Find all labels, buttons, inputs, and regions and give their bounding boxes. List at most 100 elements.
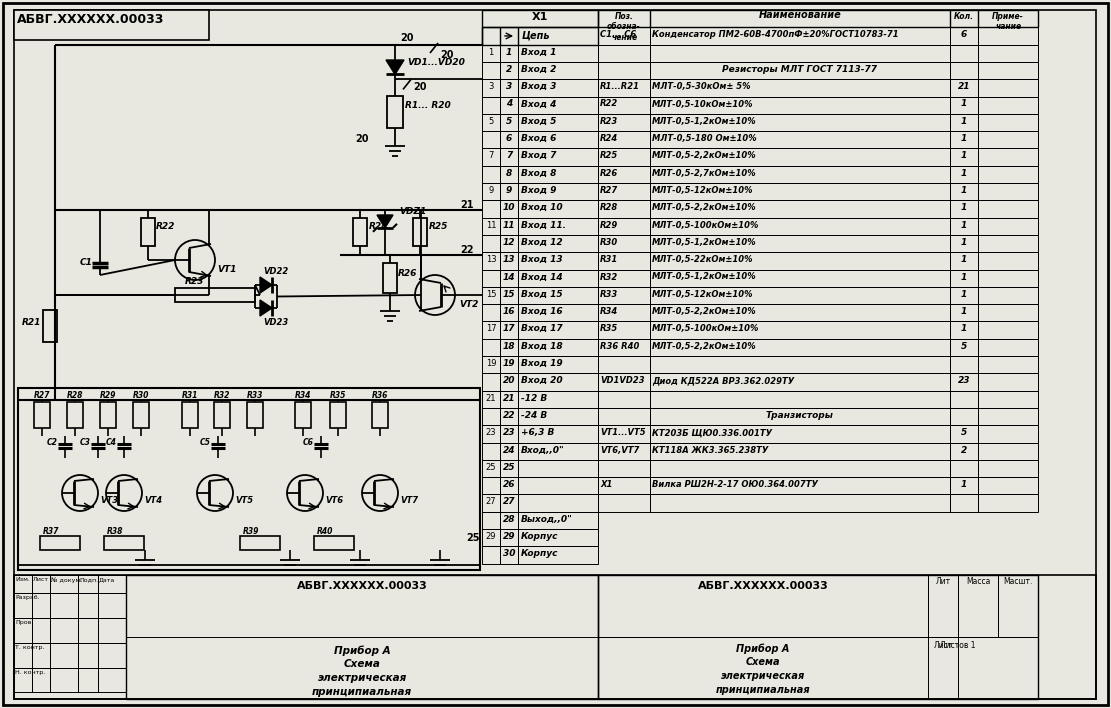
Bar xyxy=(500,79,518,96)
Bar xyxy=(482,356,500,373)
Bar xyxy=(50,618,78,643)
Text: МЛТ-0,5-2,7кОм±10%: МЛТ-0,5-2,7кОм±10% xyxy=(652,169,757,178)
Text: 5: 5 xyxy=(489,117,493,126)
Bar xyxy=(650,442,950,459)
Bar xyxy=(598,494,650,512)
Bar xyxy=(598,373,650,391)
Bar xyxy=(598,114,650,131)
Bar xyxy=(518,512,598,529)
Bar xyxy=(32,593,50,618)
Bar xyxy=(100,402,116,428)
Text: Вход 11.: Вход 11. xyxy=(521,221,565,229)
Text: 21: 21 xyxy=(503,394,516,403)
Bar xyxy=(598,131,650,149)
Bar xyxy=(500,96,518,114)
Bar xyxy=(650,149,950,166)
Text: 1: 1 xyxy=(961,203,967,212)
Bar xyxy=(950,373,978,391)
Bar xyxy=(500,338,518,356)
Text: 7: 7 xyxy=(506,152,512,161)
Text: 12: 12 xyxy=(503,238,516,247)
Bar xyxy=(32,643,50,668)
Text: МЛТ-0,5-10кОм±10%: МЛТ-0,5-10кОм±10% xyxy=(652,100,753,108)
Text: 8: 8 xyxy=(506,169,512,178)
Bar xyxy=(182,402,198,428)
Bar xyxy=(518,166,598,183)
Text: 5: 5 xyxy=(961,428,967,438)
Text: 10: 10 xyxy=(503,203,516,212)
Bar xyxy=(32,668,50,692)
Bar xyxy=(14,575,1095,699)
Text: 3: 3 xyxy=(506,82,512,91)
Text: 20: 20 xyxy=(413,82,427,93)
Text: принципиальная: принципиальная xyxy=(715,685,810,695)
Bar xyxy=(598,183,650,200)
Text: 13: 13 xyxy=(503,255,516,264)
Text: АБВГ.XXXXXX.00033: АБВГ.XXXXXX.00033 xyxy=(17,13,164,26)
Bar xyxy=(482,131,500,149)
Bar xyxy=(950,183,978,200)
Bar xyxy=(650,304,950,321)
Text: VD1VD23: VD1VD23 xyxy=(600,376,644,385)
Text: VT3: VT3 xyxy=(100,496,118,505)
Text: 15: 15 xyxy=(503,290,516,299)
Bar xyxy=(518,442,598,459)
Bar xyxy=(296,402,311,428)
Text: R33: R33 xyxy=(600,290,618,299)
Text: R36 R40: R36 R40 xyxy=(600,342,639,350)
Text: КТ203Б ЩЮ0.336.001ТУ: КТ203Б ЩЮ0.336.001ТУ xyxy=(652,428,772,438)
Bar xyxy=(978,442,1038,459)
Bar xyxy=(482,235,500,252)
Bar xyxy=(650,287,950,304)
Bar xyxy=(500,408,518,426)
Text: 27: 27 xyxy=(486,498,497,506)
Bar xyxy=(978,321,1038,338)
Bar xyxy=(950,114,978,131)
Text: R24: R24 xyxy=(600,134,618,143)
Text: 3: 3 xyxy=(489,82,493,91)
Text: Выход,,0": Выход,,0" xyxy=(521,515,573,524)
Text: R27: R27 xyxy=(600,186,618,195)
Bar xyxy=(598,96,650,114)
Text: 11: 11 xyxy=(486,221,497,229)
Bar xyxy=(50,668,78,692)
Bar xyxy=(98,593,126,618)
Bar xyxy=(950,477,978,494)
Bar xyxy=(98,575,126,593)
Bar xyxy=(482,287,500,304)
Text: Кол.: Кол. xyxy=(954,12,974,21)
Text: 26: 26 xyxy=(503,480,516,489)
Text: X1: X1 xyxy=(600,480,612,489)
Bar xyxy=(98,643,126,668)
Bar xyxy=(518,200,598,217)
Bar xyxy=(950,391,978,408)
Text: VD22: VD22 xyxy=(263,267,288,276)
Bar xyxy=(650,114,950,131)
Bar xyxy=(518,529,598,547)
Text: 22: 22 xyxy=(503,411,516,420)
Bar xyxy=(500,287,518,304)
Text: 6: 6 xyxy=(506,134,512,143)
Text: Вход 7: Вход 7 xyxy=(521,152,557,161)
Text: R35: R35 xyxy=(330,391,347,400)
Text: 2: 2 xyxy=(961,445,967,455)
Text: 20: 20 xyxy=(440,50,453,60)
Bar xyxy=(598,477,650,494)
Bar xyxy=(353,218,367,246)
Text: R1... R20: R1... R20 xyxy=(406,101,451,110)
Bar xyxy=(482,79,500,96)
Bar xyxy=(14,10,209,40)
Text: Резисторы МЛТ ГОСТ 7113-77: Резисторы МЛТ ГОСТ 7113-77 xyxy=(722,65,878,74)
Bar xyxy=(598,575,928,637)
Bar xyxy=(598,252,650,270)
Text: R32: R32 xyxy=(600,273,618,282)
Text: Вход,,0": Вход,,0" xyxy=(521,445,564,455)
Bar xyxy=(518,270,598,287)
Text: принципиальная: принципиальная xyxy=(312,687,412,697)
Text: Вход 10: Вход 10 xyxy=(521,203,562,212)
Bar xyxy=(518,356,598,373)
Bar xyxy=(598,270,650,287)
Bar xyxy=(978,114,1038,131)
Bar xyxy=(482,547,500,564)
Bar xyxy=(598,321,650,338)
